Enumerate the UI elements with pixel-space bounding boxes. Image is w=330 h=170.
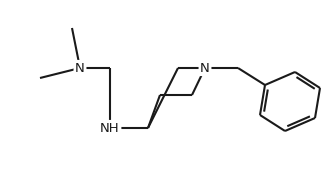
Text: NH: NH bbox=[100, 122, 120, 134]
Text: N: N bbox=[75, 62, 85, 74]
Text: N: N bbox=[200, 62, 210, 74]
